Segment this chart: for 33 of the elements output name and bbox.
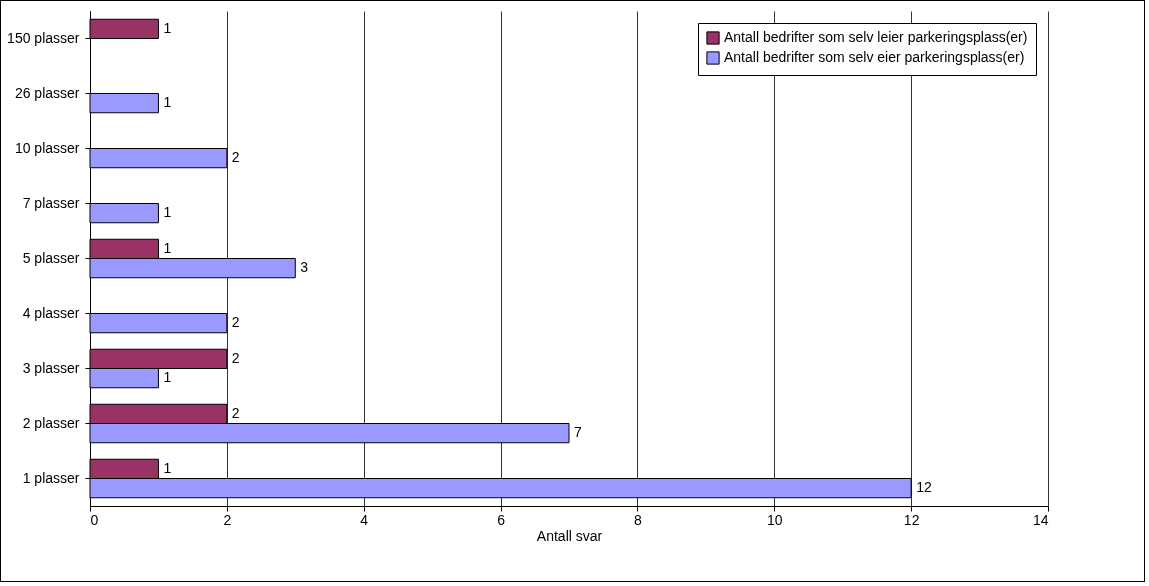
y-tick-label: 1 plasser bbox=[22, 469, 80, 486]
data-label: 1 bbox=[163, 204, 172, 221]
x-tick-label: 8 bbox=[634, 511, 643, 528]
x-tick-label: 0 bbox=[90, 511, 99, 528]
legend-label: Antall bedrifter som selv eier parkeringsplass(er) bbox=[724, 49, 1025, 65]
y-tick-label: 7 plasser bbox=[22, 194, 80, 211]
data-label: 1 bbox=[163, 369, 172, 386]
y-tick-label: 10 plasser bbox=[14, 139, 80, 156]
data-label: 1 bbox=[163, 94, 172, 111]
data-label: 12 bbox=[916, 479, 932, 496]
data-label: 2 bbox=[231, 149, 240, 166]
y-tick-label: 2 plasser bbox=[22, 414, 80, 431]
y-tick-label: 4 plasser bbox=[22, 304, 80, 321]
x-axis-title: Antall svar bbox=[536, 527, 603, 544]
y-tick-label: 3 plasser bbox=[22, 359, 80, 376]
data-label: 1 bbox=[163, 239, 172, 256]
data-label: 2 bbox=[231, 349, 240, 366]
y-tick-label: 150 plasser bbox=[7, 29, 80, 46]
legend-label: Antall bedrifter som selv leier parkeringsplass(er) bbox=[724, 29, 1028, 45]
y-tick-label: 5 plasser bbox=[22, 249, 80, 266]
x-tick-label: 14 bbox=[1032, 511, 1049, 528]
data-label: 7 bbox=[574, 424, 582, 441]
data-label: 2 bbox=[231, 404, 240, 421]
data-label: 1 bbox=[163, 459, 172, 476]
x-tick-label: 6 bbox=[497, 511, 506, 528]
x-tick-label: 4 bbox=[360, 511, 369, 528]
data-label: 1 bbox=[163, 19, 172, 36]
x-tick-label: 10 bbox=[767, 511, 783, 528]
data-label: 3 bbox=[300, 259, 309, 276]
y-tick-label: 26 plasser bbox=[14, 84, 80, 101]
x-tick-label: 12 bbox=[903, 511, 920, 528]
x-tick-label: 2 bbox=[223, 511, 232, 528]
data-label: 2 bbox=[231, 314, 240, 331]
